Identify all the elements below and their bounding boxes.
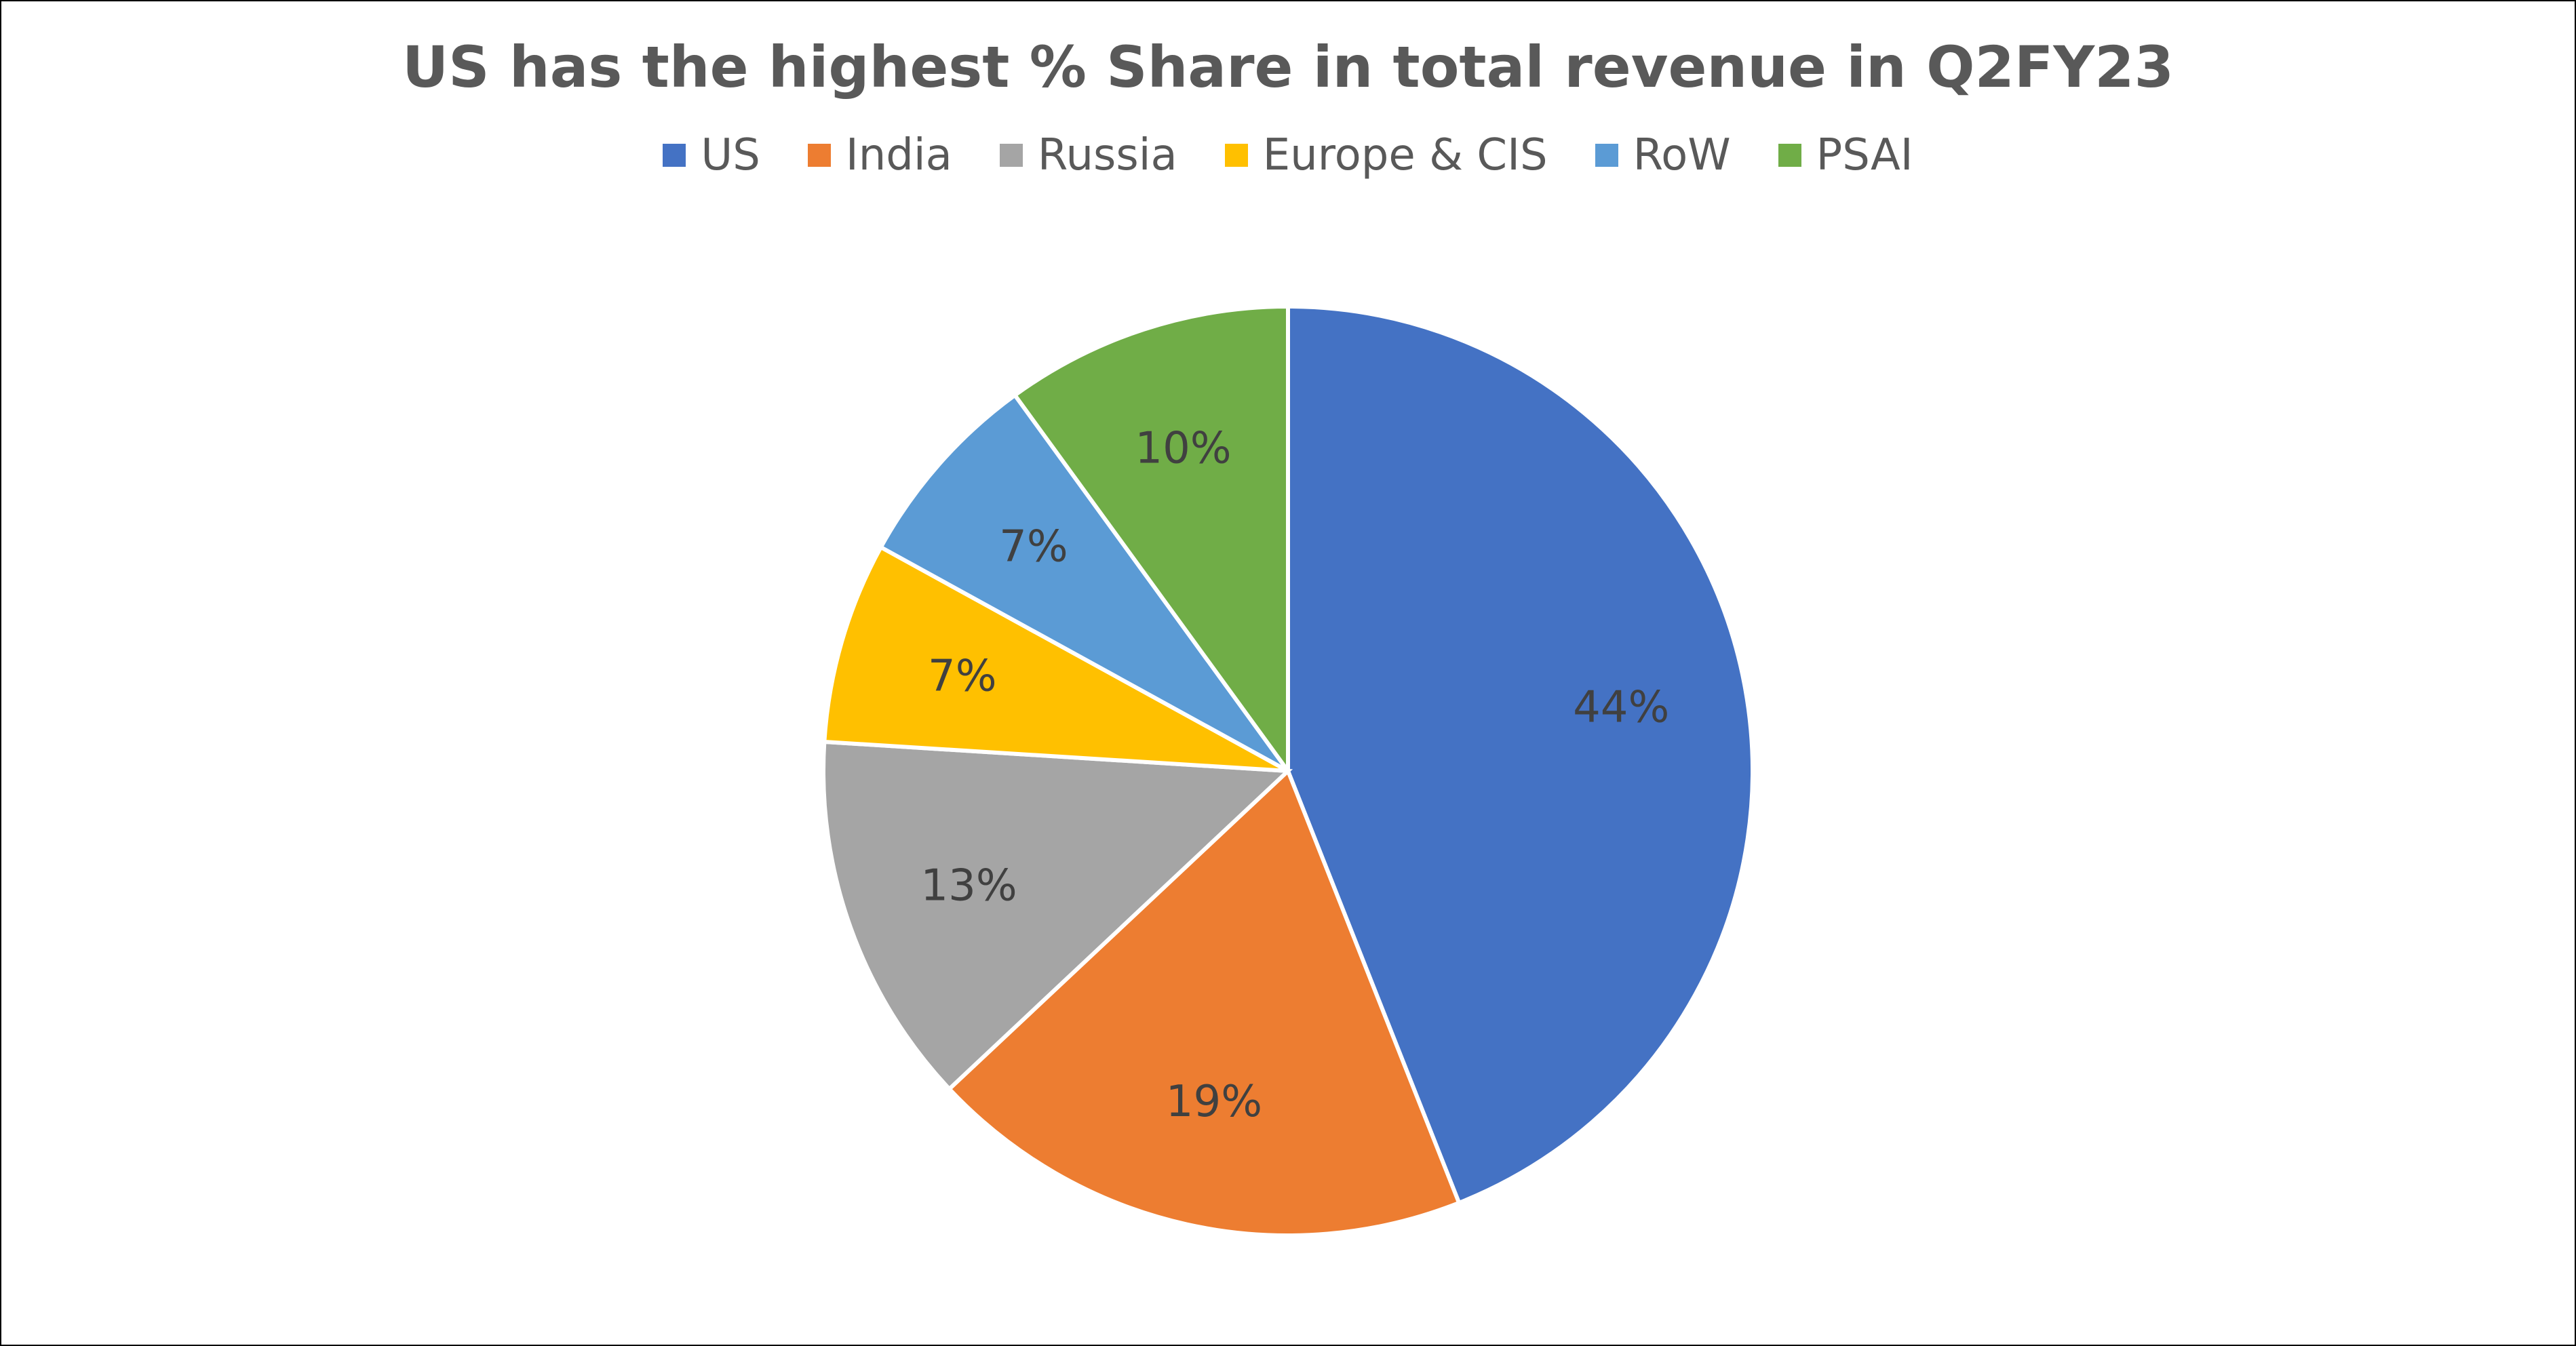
data-label: 7% xyxy=(928,651,997,701)
data-label: 13% xyxy=(920,860,1017,911)
legend-label: Russia xyxy=(1037,130,1177,180)
pie-slice xyxy=(1012,304,1290,778)
legend-label: RoW xyxy=(1633,130,1731,180)
legend-swatch xyxy=(999,144,1023,167)
legend-swatch xyxy=(807,144,831,167)
data-label: 7% xyxy=(999,521,1068,572)
legend-swatch xyxy=(1778,144,1801,167)
pie-slice xyxy=(878,392,1290,773)
data-label: 10% xyxy=(1135,423,1231,473)
legend-label: India xyxy=(845,130,952,180)
legend-item: US xyxy=(663,130,760,180)
legend-item: Russia xyxy=(999,130,1177,180)
legend-swatch xyxy=(663,144,686,167)
legend-item: India xyxy=(807,130,952,180)
legend-label: US xyxy=(701,130,760,180)
data-label: 19% xyxy=(1166,1077,1262,1127)
legend-label: Europe & CIS xyxy=(1262,130,1548,180)
data-label: 44% xyxy=(1573,682,1669,732)
pie-slice xyxy=(821,739,1293,1092)
legend-item: Europe & CIS xyxy=(1224,130,1548,180)
legend: US India Russia Europe & CIS RoW PSAI xyxy=(1,130,2575,180)
legend-swatch xyxy=(1224,144,1248,167)
pie-slice xyxy=(946,767,1462,1238)
pie-slice xyxy=(822,544,1289,773)
legend-swatch xyxy=(1595,144,1618,167)
legend-item: RoW xyxy=(1595,130,1731,180)
pie-slice xyxy=(1286,304,1755,1206)
legend-label: PSAI xyxy=(1816,130,1913,180)
legend-item: PSAI xyxy=(1778,130,1913,180)
chart-title: US has the highest % Share in total reve… xyxy=(402,34,2174,100)
